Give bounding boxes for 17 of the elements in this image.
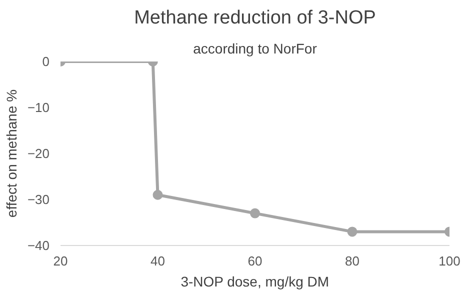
x-axis-title: 3-NOP dose, mg/kg DM: [180, 274, 330, 290]
y-tick-label: −10: [27, 100, 50, 115]
y-axis-title: effect on methane %: [3, 89, 20, 218]
x-tick-label: 60: [248, 254, 262, 268]
x-tick-label: 40: [150, 254, 165, 268]
x-tick-label: 20: [53, 254, 68, 268]
point: [152, 190, 163, 200]
point: [250, 208, 260, 218]
y-tick-label: −40: [27, 238, 50, 253]
chart-title: Methane reduction of 3-NOP: [134, 8, 376, 28]
point: [347, 226, 358, 237]
x-tick-label: 100: [438, 254, 460, 268]
y-tick-label: −30: [27, 192, 50, 207]
y-tick-label: 0: [42, 54, 50, 69]
chart-subtitle: according to NorFor: [193, 40, 318, 56]
x-tick-label: 80: [345, 254, 360, 268]
y-tick-label: −20: [27, 146, 50, 161]
